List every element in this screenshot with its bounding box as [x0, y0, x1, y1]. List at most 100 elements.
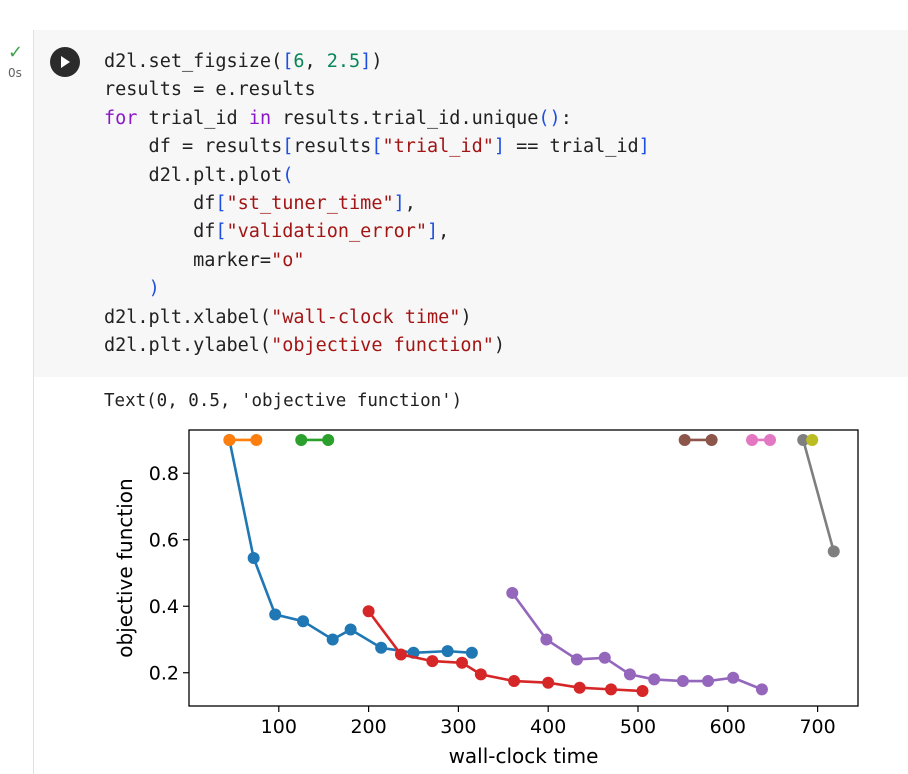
code-token: ]: [393, 193, 405, 215]
code-token: [: [215, 193, 227, 215]
code-token: "validation_error": [226, 221, 428, 243]
y-axis-label: objective function: [113, 478, 137, 657]
play-icon: [61, 56, 70, 68]
code-line: d2l.set_figsize([6, 2.5]): [104, 48, 650, 76]
code-token: ]: [427, 221, 439, 243]
code-token: results = e.results: [104, 79, 316, 101]
code-token: [104, 278, 149, 299]
data-point: [247, 552, 260, 565]
plot-frame: [188, 429, 859, 707]
data-point: [508, 675, 521, 688]
data-point: [326, 633, 339, 646]
data-point: [542, 676, 555, 689]
data-point: [797, 433, 810, 446]
cell-gutter: ✓ 0s: [0, 0, 33, 774]
data-point: [676, 675, 689, 688]
y-tick-label: 0.6: [149, 530, 179, 552]
data-point: [755, 683, 768, 696]
code-token: ]: [638, 136, 650, 158]
code-token: df: [104, 193, 216, 215]
x-tick-label: 300: [440, 716, 476, 738]
data-point: [375, 641, 388, 654]
code-token: ): [493, 335, 505, 357]
x-axis-label: wall-clock time: [449, 744, 599, 768]
data-point: [648, 673, 661, 686]
y-tick-label: 0.4: [149, 596, 179, 618]
run-cell-button[interactable]: [50, 47, 80, 77]
line-chart: 100 200 300 400 500 600 700 0.2 0.4 0.6 0.8 wall-cl…: [113, 429, 859, 768]
x-tick-label: 100: [261, 716, 297, 738]
series-line: [801, 439, 836, 552]
code-editor[interactable]: d2l.set_figsize([6, 2.5]) results = e.res…: [34, 30, 908, 377]
code-text[interactable]: d2l.set_figsize([6, 2.5]) results = e.res…: [104, 48, 650, 360]
code-token: d2l.set_figsize(: [104, 51, 283, 72]
data-point: [702, 675, 715, 688]
data-point: [426, 655, 439, 668]
code-token: ,: [438, 221, 450, 243]
data-point: [636, 685, 649, 698]
code-line: d2l.plt.ylabel("objective function"): [104, 332, 650, 360]
data-point: [223, 433, 236, 446]
code-token: [: [282, 51, 294, 72]
series-line: [228, 439, 472, 655]
code-token: 2.5: [326, 51, 361, 72]
x-tick-label: 400: [530, 716, 566, 738]
code-token: ,: [304, 51, 327, 72]
code-token: d2l.plt.xlabel(: [104, 306, 272, 328]
data-point: [678, 433, 691, 446]
code-token: [: [371, 136, 383, 158]
code-token: ]: [493, 136, 505, 158]
code-token: results: [293, 136, 372, 158]
code-line: d2l.plt.xlabel("wall-clock time"): [104, 304, 650, 332]
code-line: marker="o": [104, 247, 650, 275]
data-point: [250, 433, 263, 446]
series-line: [367, 610, 643, 693]
code-token: in: [248, 107, 272, 129]
code-token: [: [282, 136, 294, 158]
check-icon: ✓: [8, 42, 24, 63]
data-point: [598, 651, 611, 664]
code-token: (): [538, 107, 561, 129]
data-point: [605, 683, 618, 696]
data-point: [362, 605, 375, 618]
code-token: :: [560, 107, 572, 129]
output-text: Text(0, 0.5, 'objective function'): [104, 391, 463, 411]
code-line: df["validation_error"],: [104, 218, 650, 246]
code-token: 6: [293, 51, 305, 72]
data-point: [763, 433, 776, 446]
code-token: df = results: [104, 136, 283, 158]
code-token: ): [148, 278, 160, 300]
code-token: df: [104, 221, 216, 243]
code-line: for trial_id in results.trial_id.unique(…: [104, 105, 650, 133]
code-line: results = e.results: [104, 76, 650, 104]
data-point: [441, 645, 454, 658]
code-token: "objective function": [271, 335, 494, 357]
data-point: [322, 433, 335, 446]
data-point: [573, 681, 586, 694]
data-point: [705, 433, 718, 446]
code-token: d2l.plt.plot: [104, 164, 283, 186]
code-token: d2l.plt.ylabel(: [104, 335, 272, 357]
y-tick-label: 0.8: [149, 463, 179, 485]
data-point: [827, 545, 840, 558]
cell-output: Text(0, 0.5, 'objective function'): [34, 377, 908, 774]
x-tick-label: 700: [799, 716, 835, 738]
code-token: for: [104, 107, 138, 129]
series-line: [511, 592, 763, 691]
code-token: marker=: [104, 249, 272, 271]
code-token: [: [215, 221, 227, 243]
data-point: [295, 433, 308, 446]
code-cell[interactable]: d2l.set_figsize([6, 2.5]) results = e.res…: [33, 30, 908, 774]
code-token: ): [371, 51, 383, 72]
code-token: "wall-clock time": [271, 306, 461, 328]
code-token: "o": [271, 249, 305, 271]
data-point: [746, 433, 759, 446]
data-point: [540, 633, 553, 646]
y-tick-label: 0.2: [149, 663, 179, 685]
code-token: ): [460, 306, 472, 328]
data-point: [623, 668, 636, 681]
execution-time: 0s: [8, 66, 22, 80]
data-point: [727, 671, 740, 684]
data-point: [806, 433, 819, 446]
data-point: [455, 656, 468, 669]
